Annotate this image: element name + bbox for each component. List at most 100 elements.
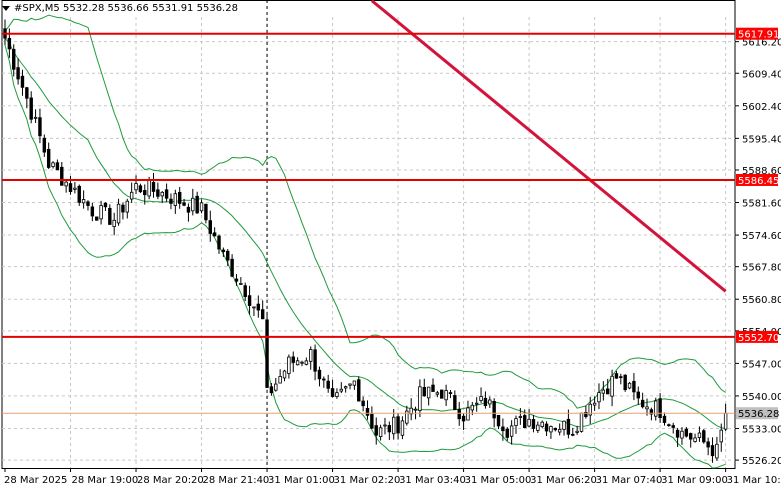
candle-body bbox=[531, 419, 536, 429]
x-tick-label: 31 Mar 05:00 bbox=[465, 475, 532, 486]
x-tick-label: 31 Mar 02:20 bbox=[334, 475, 401, 486]
candle-body bbox=[606, 388, 610, 395]
candle-body bbox=[38, 117, 42, 137]
x-tick-label: 31 Mar 10:20 bbox=[727, 475, 781, 486]
candle-body bbox=[269, 386, 274, 394]
symbol-label: #SPX,M5 bbox=[14, 3, 60, 14]
candle-body bbox=[95, 216, 99, 221]
dropdown-arrow-icon[interactable] bbox=[2, 5, 10, 11]
candle-body bbox=[195, 195, 199, 214]
ohlc-low: 5531.91 bbox=[152, 3, 194, 14]
candle-body bbox=[291, 356, 295, 363]
candle-body bbox=[536, 424, 540, 431]
candle-body bbox=[518, 416, 523, 418]
candle-body bbox=[12, 48, 16, 70]
y-tick-label: 5602.40 bbox=[742, 102, 781, 113]
candle-body bbox=[295, 360, 300, 366]
candle-body bbox=[723, 412, 728, 430]
candle-body bbox=[300, 361, 304, 364]
x-tick-label: 31 Mar 01:00 bbox=[268, 475, 335, 486]
y-tick-label: 5533.00 bbox=[742, 424, 781, 435]
candle-body bbox=[405, 410, 409, 424]
candle-body bbox=[667, 424, 671, 427]
candle-body bbox=[357, 379, 361, 402]
candle-body bbox=[156, 189, 160, 197]
candle-body bbox=[671, 425, 675, 428]
bollinger-lower-band bbox=[4, 44, 726, 469]
candle-body bbox=[226, 250, 230, 261]
candle-body bbox=[479, 396, 483, 401]
level-price-tag: 5552.70 bbox=[738, 333, 779, 344]
axes-layer: 5616.20 5609.40 5602.40 5595.40 5588.60 5581.… bbox=[4, 27, 781, 486]
candle-body bbox=[680, 430, 684, 439]
candle-body bbox=[282, 370, 287, 379]
candle-body bbox=[431, 384, 435, 392]
candle-body bbox=[239, 283, 243, 285]
y-tick-label: 5560.80 bbox=[742, 295, 781, 306]
y-tick-label: 5595.40 bbox=[742, 134, 781, 145]
plot-frame bbox=[1, 0, 736, 469]
candle-body bbox=[597, 392, 601, 403]
trendline bbox=[370, 0, 727, 293]
candle-body bbox=[378, 427, 383, 438]
level-price-tag-bg bbox=[736, 330, 778, 343]
candle-body bbox=[322, 378, 326, 381]
candle-body bbox=[60, 166, 64, 186]
candle-body bbox=[243, 285, 247, 298]
candle-body bbox=[64, 181, 68, 187]
candle-body bbox=[636, 391, 640, 399]
y-tick-label: 5574.60 bbox=[742, 231, 781, 242]
candle-body bbox=[221, 249, 226, 253]
candle-body bbox=[335, 392, 339, 397]
candle-body bbox=[557, 429, 562, 433]
candle-body bbox=[348, 383, 352, 386]
candle-body bbox=[619, 376, 623, 379]
candle-body bbox=[143, 190, 147, 196]
candle-body bbox=[326, 380, 330, 389]
candle-body bbox=[138, 185, 143, 193]
candle-body bbox=[418, 386, 422, 411]
candle-body bbox=[42, 137, 47, 153]
candle-body bbox=[287, 356, 291, 374]
candle-body bbox=[400, 420, 405, 436]
candle-body bbox=[435, 392, 440, 395]
candle-body bbox=[129, 191, 134, 200]
levels-layer bbox=[2, 0, 735, 414]
candle-body bbox=[99, 205, 103, 220]
y-tick-label: 5567.80 bbox=[742, 263, 781, 274]
candle-body bbox=[330, 388, 335, 397]
current-price-tag-bg bbox=[736, 407, 778, 420]
candle-body bbox=[444, 390, 448, 401]
candle-body bbox=[7, 37, 12, 50]
candle-body bbox=[697, 432, 702, 438]
y-tick-label: 5609.40 bbox=[742, 69, 781, 80]
candle-body bbox=[212, 232, 217, 237]
candle-body bbox=[217, 235, 221, 250]
candle-body bbox=[509, 425, 514, 437]
level-price-tag: 5586.45 bbox=[738, 176, 779, 187]
candle-body bbox=[365, 408, 370, 416]
candle-body bbox=[553, 427, 558, 431]
candle-body bbox=[662, 415, 667, 423]
candle-body bbox=[448, 392, 453, 395]
candle-body bbox=[501, 426, 505, 432]
candle-body bbox=[256, 303, 261, 311]
candle-body bbox=[208, 220, 212, 234]
candle-body bbox=[654, 400, 658, 417]
x-tick-label: 28 Mar 20:20 bbox=[137, 475, 204, 486]
candle-body bbox=[601, 389, 606, 394]
candle-body bbox=[16, 67, 20, 80]
ohlc-close: 5536.28 bbox=[196, 3, 238, 14]
grid-layer bbox=[1, 0, 736, 469]
candle-body bbox=[588, 403, 592, 416]
y-tick-label: 5540.00 bbox=[742, 392, 781, 403]
candle-body bbox=[527, 418, 531, 427]
candle-body bbox=[523, 415, 527, 429]
candle-body bbox=[387, 425, 392, 433]
candle-body bbox=[125, 200, 129, 213]
candle-body bbox=[710, 445, 715, 457]
candle-body bbox=[566, 418, 571, 435]
candle-body bbox=[86, 201, 90, 206]
